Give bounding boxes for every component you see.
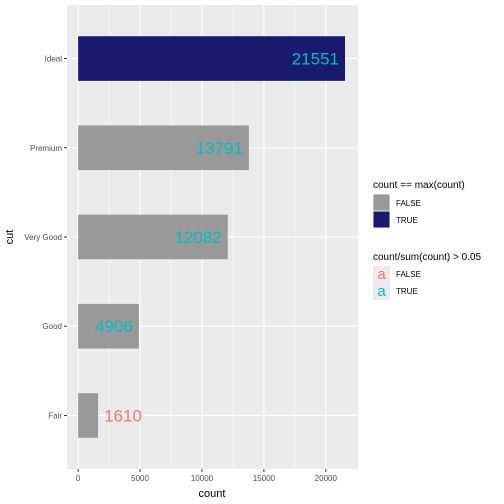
legend-label-title: count/sum(count) > 0.05: [373, 252, 482, 263]
x-tick-label: 10000: [191, 474, 214, 483]
legend-entry-label: TRUE: [396, 287, 418, 296]
legend-key: [373, 283, 390, 300]
legend-fill: count == max(count) FALSE TRUE: [373, 180, 465, 228]
y-axis: Fair Good Very Good Premium Ideal: [24, 55, 67, 420]
y-tick-label: Fair: [48, 411, 62, 420]
x-tick-label: 20000: [315, 474, 338, 483]
legend-entry-label: FALSE: [396, 270, 421, 279]
bar-ideal: [78, 36, 346, 81]
bar-very-good: [78, 214, 228, 260]
bars: [78, 36, 346, 438]
legend-fill-title: count == max(count): [373, 180, 465, 191]
legend-entry-label: FALSE: [396, 199, 421, 208]
legend-key: [373, 266, 390, 283]
legend-entry-label: TRUE: [396, 216, 418, 225]
x-tick-label: 15000: [253, 474, 276, 483]
x-axis: 0 5000 10000 15000 20000: [76, 469, 338, 483]
legend-swatch-true: [373, 211, 390, 228]
bar-fair: [78, 393, 99, 438]
y-tick-label: Premium: [30, 144, 62, 153]
legend-glyph-true: a: [377, 283, 386, 300]
bar-premium: [78, 125, 249, 171]
x-tick-label: 0: [76, 474, 81, 483]
legend-glyph-false: a: [377, 266, 386, 283]
y-tick-label: Very Good: [24, 233, 62, 242]
y-tick-label: Ideal: [45, 55, 63, 64]
legend-swatch-false: [373, 194, 390, 211]
data-label: 12082: [174, 228, 221, 247]
y-axis-title: cut: [4, 230, 16, 245]
data-label: 13791: [196, 139, 243, 158]
bar-good: [78, 303, 139, 349]
x-axis-title: count: [199, 488, 226, 500]
data-label: 21551: [292, 50, 339, 69]
y-tick-label: Good: [42, 322, 62, 331]
data-labels: 1610 4906 12082 13791 21551: [95, 50, 339, 426]
data-label: 1610: [104, 406, 142, 425]
legend-label-color: count/sum(count) > 0.05 a FALSE a TRUE: [373, 252, 482, 300]
data-label: 4906: [95, 317, 133, 336]
x-tick-label: 5000: [131, 474, 149, 483]
